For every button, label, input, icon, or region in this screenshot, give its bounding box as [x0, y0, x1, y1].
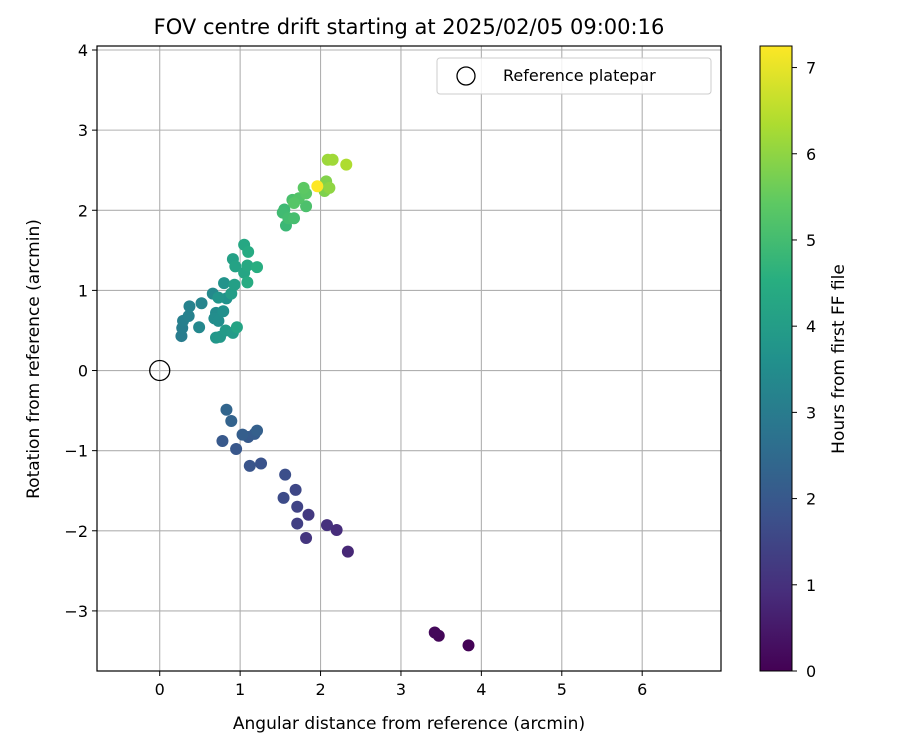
colorbar-tick-label: 3 — [806, 403, 816, 422]
data-point — [241, 259, 254, 272]
data-point — [183, 300, 196, 313]
data-point — [230, 443, 243, 456]
data-point — [302, 508, 315, 521]
data-point — [320, 519, 333, 532]
x-tick-label: 4 — [476, 680, 486, 699]
colorbar-tick-label: 0 — [806, 662, 816, 681]
data-point — [243, 459, 256, 472]
data-point — [291, 517, 304, 530]
x-tick-label: 2 — [315, 680, 325, 699]
data-point — [291, 500, 304, 513]
data-point — [229, 260, 242, 273]
data-point — [212, 314, 225, 327]
x-tick-label: 0 — [155, 680, 165, 699]
legend-marker-icon — [456, 66, 476, 86]
data-point — [216, 435, 229, 448]
y-tick-label: 0 — [78, 362, 88, 381]
y-tick-label: 3 — [78, 121, 88, 140]
y-tick-label: 1 — [78, 281, 88, 300]
legend-label: Reference platepar — [503, 66, 656, 85]
colorbar-ticks: 0 1 2 3 4 5 6 7 — [792, 59, 816, 681]
y-tick-label: −2 — [64, 522, 88, 541]
plot-frame — [96, 45, 722, 672]
data-point — [241, 276, 254, 289]
x-tick-label: 6 — [637, 680, 647, 699]
data-point — [251, 261, 264, 274]
data-point — [228, 278, 241, 291]
grid-layer — [97, 46, 721, 671]
x-tick-label: 5 — [557, 680, 567, 699]
data-point — [323, 181, 336, 194]
colorbar-gradient — [759, 45, 793, 672]
data-point — [195, 297, 208, 310]
legend-box — [436, 57, 712, 95]
data-point — [218, 277, 231, 290]
data-point — [279, 468, 292, 481]
y-axis: −3 −2 −1 0 1 2 3 4 — [64, 41, 97, 621]
legend: Reference platepar — [436, 57, 712, 95]
reference-platepar-marker — [149, 359, 171, 382]
x-tick-label: 1 — [235, 680, 245, 699]
data-point — [193, 321, 206, 334]
y-tick-label: −3 — [64, 602, 88, 621]
x-axis: 0 1 2 3 4 5 6 — [155, 671, 647, 699]
data-point — [217, 305, 230, 318]
colorbar-tick-label: 4 — [806, 317, 816, 336]
data-point — [212, 291, 225, 304]
data-point — [236, 428, 249, 441]
colorbar-tick-label: 6 — [806, 145, 816, 164]
x-axis-label: Angular distance from reference (arcmin) — [233, 714, 585, 734]
data-point — [277, 491, 290, 504]
data-point — [255, 457, 268, 470]
data-point — [300, 200, 313, 213]
y-tick-label: 4 — [78, 41, 88, 60]
data-point — [340, 158, 353, 171]
data-point — [288, 212, 301, 225]
colorbar-tick-label: 1 — [806, 576, 816, 595]
data-point — [289, 483, 302, 496]
points-layer — [149, 153, 475, 652]
colorbar: 0 1 2 3 4 5 6 7 Hours from first FF file — [759, 45, 849, 681]
data-point — [251, 424, 264, 437]
data-point — [230, 321, 243, 334]
data-point — [341, 545, 354, 558]
data-point — [182, 310, 195, 323]
y-axis-label: Rotation from reference (arcmin) — [24, 219, 44, 499]
colorbar-tick-label: 7 — [806, 59, 816, 78]
x-tick-label: 3 — [396, 680, 406, 699]
y-tick-label: −1 — [64, 442, 88, 461]
data-point — [297, 181, 310, 194]
data-point — [462, 639, 475, 652]
data-point — [242, 245, 255, 258]
data-point — [288, 197, 301, 210]
data-point — [330, 523, 343, 536]
data-point — [300, 531, 313, 544]
data-point — [311, 180, 324, 193]
data-point — [428, 626, 441, 639]
data-point — [225, 415, 238, 427]
chart-title: FOV centre drift starting at 2025/02/05 … — [154, 15, 665, 39]
colorbar-tick-label: 5 — [806, 231, 816, 250]
colorbar-tick-label: 2 — [806, 490, 816, 509]
y-tick-label: 2 — [78, 201, 88, 220]
data-point — [220, 403, 233, 416]
data-point — [326, 153, 339, 166]
colorbar-label: Hours from first FF file — [829, 264, 849, 454]
